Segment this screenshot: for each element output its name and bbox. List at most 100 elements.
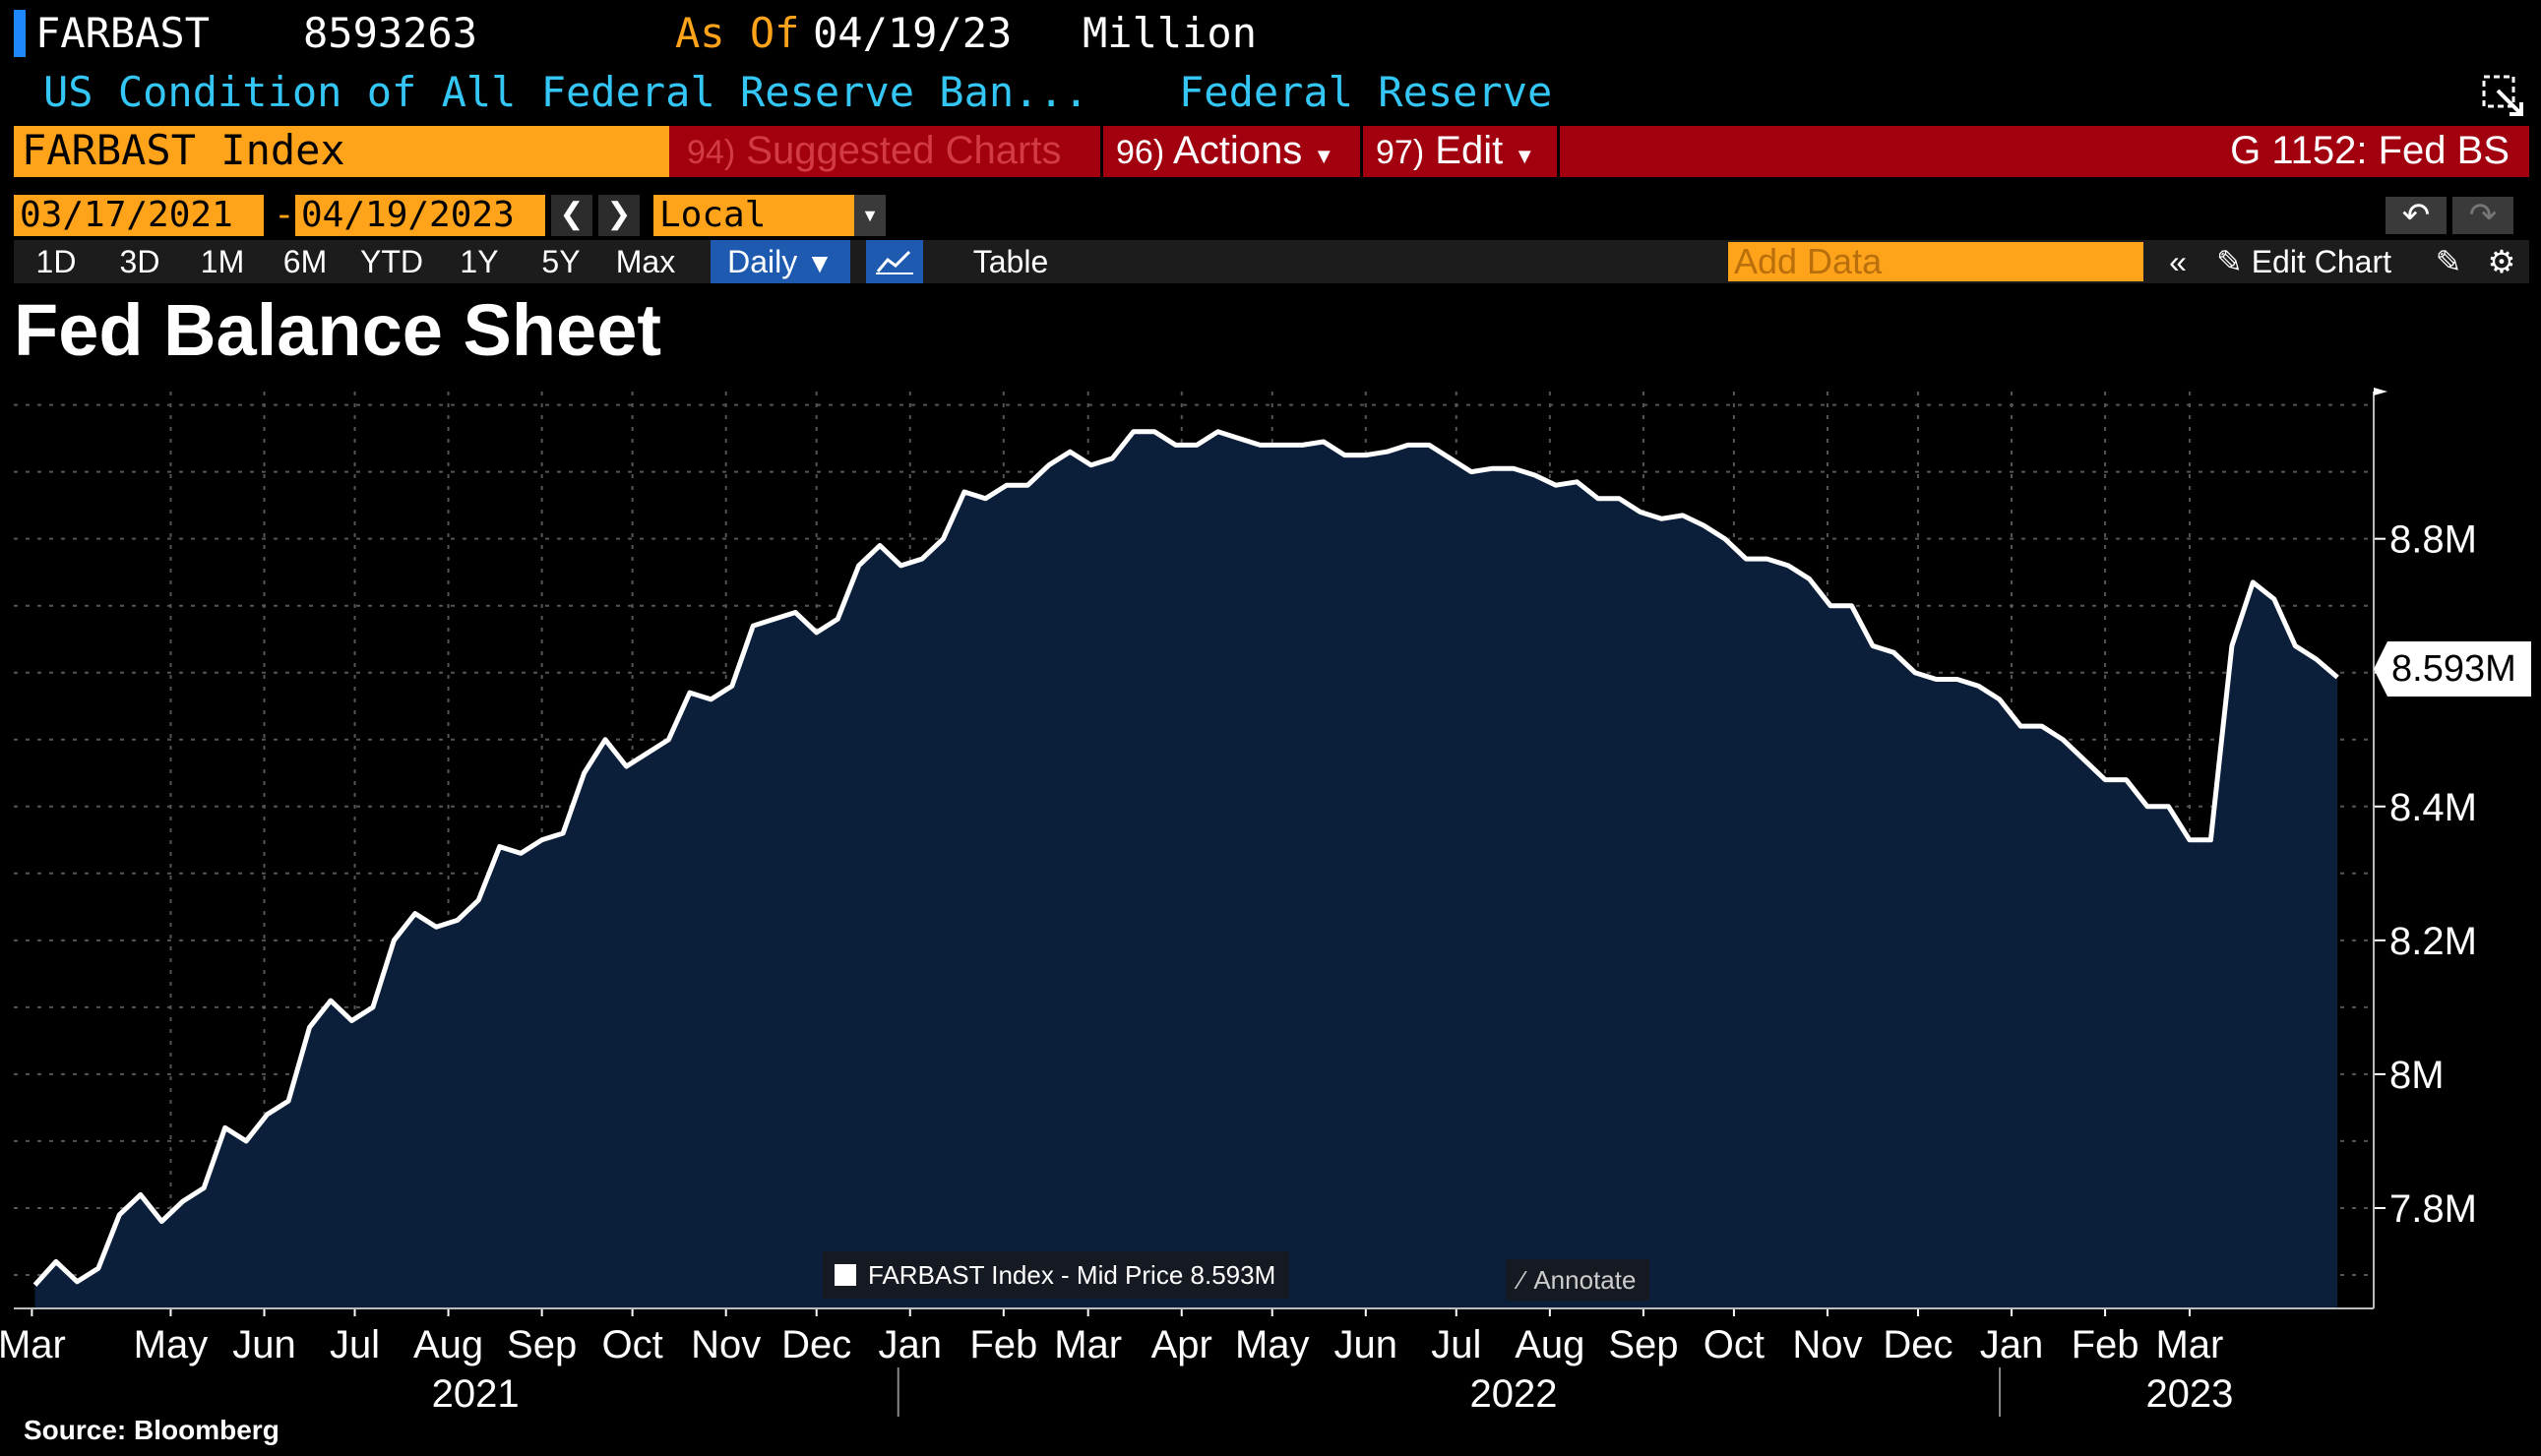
- currency-select[interactable]: Local CCY: [653, 195, 886, 276]
- actions-num: 96): [1116, 134, 1165, 171]
- range-6m[interactable]: 6M: [282, 244, 328, 279]
- selection-marker: [14, 10, 26, 57]
- y-tick-label: 8.2M: [2389, 920, 2477, 963]
- x-tick-label: May: [1235, 1323, 1310, 1366]
- x-tick-label: Jun: [1334, 1323, 1398, 1366]
- x-tick-label: Apr: [1151, 1323, 1212, 1366]
- cmd-separator: [1100, 126, 1103, 177]
- actions-label: Actions: [1173, 129, 1303, 172]
- annotate-button[interactable]: ∕ Annotate: [1506, 1259, 1650, 1301]
- date-dash: -: [274, 195, 295, 235]
- edit-label: Edit: [1435, 129, 1504, 172]
- x-tick-label: Dec: [781, 1323, 851, 1366]
- suggested-num: 94): [687, 134, 736, 171]
- range-1m[interactable]: 1M: [200, 244, 245, 279]
- edit-chart-label: Edit Chart: [2251, 244, 2391, 279]
- annotate-label: Annotate: [1533, 1264, 1637, 1295]
- chevron-down-icon: ▼: [806, 248, 834, 278]
- security-field[interactable]: FARBAST Index: [14, 126, 669, 177]
- chevron-right-icon: ❯: [606, 198, 632, 230]
- x-tick-label: Oct: [1704, 1323, 1765, 1366]
- annotate-icon: ∕: [1519, 1264, 1524, 1295]
- cmd-separator: [1360, 126, 1363, 177]
- end-date-field[interactable]: 04/19/2023 □: [295, 195, 545, 274]
- start-date: 03/17/2021: [20, 195, 233, 235]
- edit-chart-button[interactable]: ✎ Edit Chart: [2216, 240, 2391, 283]
- edit-num: 97): [1376, 134, 1425, 171]
- y-tick-label: 8.8M: [2389, 518, 2477, 562]
- frequency-label: Daily: [727, 244, 798, 279]
- last-value-label: 8.593M: [2391, 648, 2516, 690]
- range-3d[interactable]: 3D: [119, 244, 160, 279]
- x-tick-label: Sep: [507, 1323, 577, 1366]
- security-description: US Condition of All Federal Reserve Ban.…: [43, 68, 1089, 116]
- actions-button[interactable]: 96) Actions ▼: [1104, 126, 1360, 177]
- x-tick-label: May: [134, 1323, 209, 1366]
- add-data-input[interactable]: Add Data: [1728, 242, 2143, 281]
- x-tick-label: Jul: [1431, 1323, 1481, 1366]
- ticker-value: 8593263: [303, 9, 478, 57]
- source-note: Source: Bloomberg: [24, 1415, 279, 1445]
- next-period-button[interactable]: ❯: [598, 195, 640, 236]
- x-tick-label: Nov: [691, 1323, 761, 1366]
- x-axis-labels: Mar May Jun Jul Aug Sep Oct Nov Dec Jan Feb Mar Apr M…: [0, 1308, 2233, 1417]
- redo-icon[interactable]: ↷: [2452, 197, 2513, 234]
- ticker-label: FARBAST: [35, 9, 211, 57]
- gear-icon[interactable]: ⚙: [2487, 244, 2516, 279]
- series-area: [34, 431, 2338, 1308]
- x-tick-label: Jan: [878, 1323, 942, 1366]
- prev-period-button[interactable]: ❮: [551, 195, 592, 236]
- legend-text: FARBAST Index - Mid Price 8.593M: [868, 1259, 1276, 1290]
- x-tick-label: Feb: [969, 1323, 1037, 1366]
- range-1y[interactable]: 1Y: [460, 244, 499, 279]
- x-tick-label: Jul: [330, 1323, 380, 1366]
- start-date-field[interactable]: 03/17/2021 □: [14, 195, 264, 274]
- frequency-select[interactable]: Daily ▼: [711, 240, 850, 283]
- suggested-label: Suggested Charts: [746, 129, 1062, 172]
- pencil-icon: ✎: [2216, 244, 2243, 279]
- x-tick-label: Jun: [232, 1323, 296, 1366]
- x-tick-label: Mar: [1054, 1323, 1122, 1366]
- y-tick-label: 8.4M: [2389, 786, 2477, 829]
- line-chart-button[interactable]: [866, 240, 923, 283]
- as-of-label: As Of: [675, 9, 800, 57]
- unit-label: Million: [1083, 9, 1258, 57]
- x-tick-label: Mar: [0, 1323, 66, 1366]
- currency-chevron-down-icon[interactable]: ▼: [854, 195, 886, 236]
- line-chart-icon: [876, 250, 913, 274]
- y-axis-arrow: [2374, 388, 2387, 395]
- range-5y[interactable]: 5Y: [541, 244, 581, 279]
- chart-svg: 7.8M 8M 8.2M 8.4M 8.8M Mar May Jun Jul Aug Sep Oct…: [0, 388, 2477, 1417]
- range-buttons: 1D 3D 1M 6M YTD 1Y 5Y Max: [14, 240, 691, 283]
- year-label: 2022: [1470, 1372, 1558, 1416]
- undo-icon[interactable]: ↶: [2386, 197, 2447, 234]
- popout-icon[interactable]: [2480, 71, 2527, 118]
- cmd-separator: [1557, 126, 1560, 177]
- table-button[interactable]: Table: [972, 244, 1049, 279]
- x-tick-label: Feb: [2072, 1323, 2139, 1366]
- legend: FARBAST Index - Mid Price 8.593M: [823, 1251, 1290, 1299]
- series-line: [32, 429, 2339, 1287]
- x-tick-label: Jan: [1980, 1323, 2044, 1366]
- y-axis-ticks: 7.8M 8M 8.2M 8.4M 8.8M: [2374, 518, 2477, 1231]
- y-tick-label: 7.8M: [2389, 1187, 2477, 1231]
- x-tick-label: Aug: [413, 1323, 483, 1366]
- chevron-left-icon: ❮: [559, 198, 585, 230]
- page-code: G 1152: Fed BS: [2230, 129, 2510, 172]
- year-label: 2021: [432, 1372, 520, 1416]
- range-max[interactable]: Max: [615, 244, 676, 279]
- x-tick-label: Nov: [1792, 1323, 1862, 1366]
- year-label: 2023: [2145, 1372, 2233, 1416]
- end-date: 04/19/2023: [301, 195, 515, 235]
- x-tick-label: Sep: [1608, 1323, 1678, 1366]
- range-ytd[interactable]: YTD: [360, 244, 423, 279]
- y-tick-label: 8M: [2389, 1054, 2445, 1097]
- legend-swatch: [835, 1264, 856, 1286]
- suggested-charts-button[interactable]: 94) Suggested Charts: [675, 126, 1100, 177]
- chevron-down-icon: ▼: [1313, 144, 1335, 168]
- range-1d[interactable]: 1D: [35, 244, 77, 279]
- edit-button[interactable]: 97) Edit ▼: [1364, 126, 1557, 177]
- collapse-icon[interactable]: «: [2169, 244, 2187, 279]
- chevron-down-icon: ▼: [1514, 144, 1536, 168]
- annotate-tool-icon[interactable]: ✎: [2435, 244, 2462, 279]
